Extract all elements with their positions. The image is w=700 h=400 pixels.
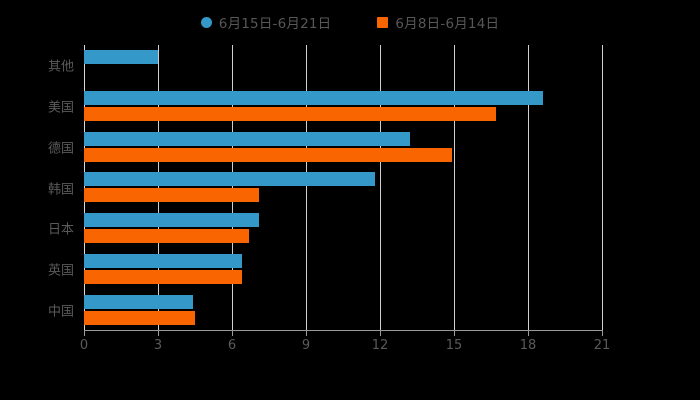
y-axis-label-4: 日本	[47, 222, 74, 238]
bar-1-series-1[interactable]	[84, 107, 496, 122]
bar-4-series-0[interactable]	[84, 213, 260, 228]
bar-group-4	[84, 208, 602, 249]
bar-group-6	[84, 289, 602, 330]
plot-area	[84, 45, 603, 330]
bar-3-series-0[interactable]	[84, 172, 376, 187]
y-axis-label-3: 韩国	[47, 182, 74, 197]
y-axis-label-5: 英国	[47, 263, 74, 279]
x-axis-label-9: 9	[301, 338, 311, 353]
x-axis-line	[84, 330, 602, 331]
x-axis-tick-18	[528, 330, 529, 336]
bar-6-series-0[interactable]	[84, 294, 193, 309]
gridline-12	[380, 45, 381, 330]
gridline-21	[602, 45, 603, 330]
bar-3-series-1[interactable]	[84, 188, 260, 203]
gridline-3	[158, 45, 159, 330]
x-axis-label-6: 6	[227, 338, 237, 353]
gridlines	[84, 45, 603, 330]
x-axis-label-15: 15	[445, 338, 463, 353]
x-axis-tick-12	[380, 330, 381, 336]
y-axis-label-6: 中国	[47, 304, 74, 320]
x-axis-label-0: 0	[79, 338, 89, 353]
bar-6-series-1[interactable]	[84, 310, 195, 325]
gridline-0	[84, 45, 85, 330]
bar-1-series-0[interactable]	[84, 91, 543, 106]
x-axis-tick-21	[602, 330, 603, 336]
x-axis-tick-0	[84, 330, 85, 336]
circle-marker-icon	[200, 16, 212, 28]
bar-4-series-1[interactable]	[84, 229, 250, 244]
bar-series-container	[84, 45, 602, 330]
y-axis-label-0: 其他	[47, 59, 74, 75]
x-axis-tick-3	[158, 330, 159, 336]
gridline-6	[232, 45, 233, 330]
bar-group-5	[84, 249, 602, 290]
legend-item-1[interactable]: 6月8日-6月14日	[377, 12, 499, 32]
y-axis-label-1: 美国	[47, 100, 74, 116]
bar-0-series-0[interactable]	[84, 50, 158, 65]
x-axis: 0 3 6 9 12 15 18 21	[0, 330, 700, 370]
x-axis-tick-9	[306, 330, 307, 336]
x-axis-label-12: 12	[371, 338, 389, 353]
y-axis: 其他美国德国韩国日本英国中国	[0, 45, 84, 330]
bar-2-series-0[interactable]	[84, 131, 410, 146]
bar-5-series-0[interactable]	[84, 253, 242, 268]
x-axis-tick-15	[454, 330, 455, 336]
bar-group-2	[84, 126, 602, 167]
bar-5-series-1[interactable]	[84, 269, 242, 284]
bar-group-1	[84, 86, 602, 127]
legend-item-0[interactable]: 6月15日-6月21日	[200, 12, 332, 32]
bar-group-3	[84, 167, 602, 208]
x-axis-label-18: 18	[519, 338, 537, 353]
legend-item-label: 6月8日-6月14日	[395, 16, 500, 32]
gridline-18	[528, 45, 529, 330]
gridline-15	[454, 45, 455, 330]
chart-legend: 6月15日-6月21日 6月8日-6月14日	[0, 12, 700, 32]
y-axis-label-2: 德国	[47, 141, 74, 157]
square-marker-icon	[377, 16, 389, 28]
x-axis-tick-6	[232, 330, 233, 336]
bar-2-series-1[interactable]	[84, 147, 452, 162]
x-axis-label-3: 3	[153, 338, 163, 353]
bar-group-0	[84, 45, 602, 86]
x-axis-label-21: 21	[593, 338, 611, 353]
gridline-9	[306, 45, 307, 330]
legend-item-label: 6月15日-6月21日	[218, 16, 332, 32]
